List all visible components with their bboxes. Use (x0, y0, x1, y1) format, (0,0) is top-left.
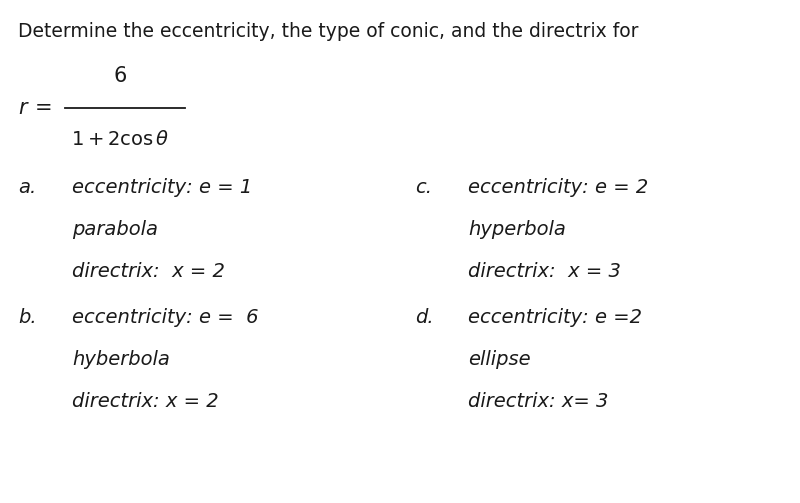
Text: eccentricity: e = 2: eccentricity: e = 2 (468, 178, 648, 197)
Text: ellipse: ellipse (468, 350, 530, 369)
Text: a.: a. (18, 178, 36, 197)
Text: eccentricity: e =  6: eccentricity: e = 6 (72, 308, 258, 327)
Text: 6: 6 (114, 66, 126, 86)
Text: eccentricity: e = 1: eccentricity: e = 1 (72, 178, 252, 197)
Text: hyberbola: hyberbola (72, 350, 170, 369)
Text: directrix:  x = 3: directrix: x = 3 (468, 262, 621, 281)
Text: directrix:  x = 2: directrix: x = 2 (72, 262, 225, 281)
Text: b.: b. (18, 308, 37, 327)
Text: directrix: x = 2: directrix: x = 2 (72, 392, 218, 411)
Text: Determine the eccentricity, the type of conic, and the directrix for: Determine the eccentricity, the type of … (18, 22, 638, 41)
Text: parabola: parabola (72, 220, 158, 239)
Text: directrix: x= 3: directrix: x= 3 (468, 392, 608, 411)
Text: eccentricity: e =2: eccentricity: e =2 (468, 308, 642, 327)
Text: c.: c. (415, 178, 432, 197)
Text: hyperbola: hyperbola (468, 220, 566, 239)
Text: d.: d. (415, 308, 434, 327)
Text: $1+2\cos\theta$: $1+2\cos\theta$ (71, 130, 169, 149)
Text: $r\, =$: $r\, =$ (18, 98, 51, 118)
